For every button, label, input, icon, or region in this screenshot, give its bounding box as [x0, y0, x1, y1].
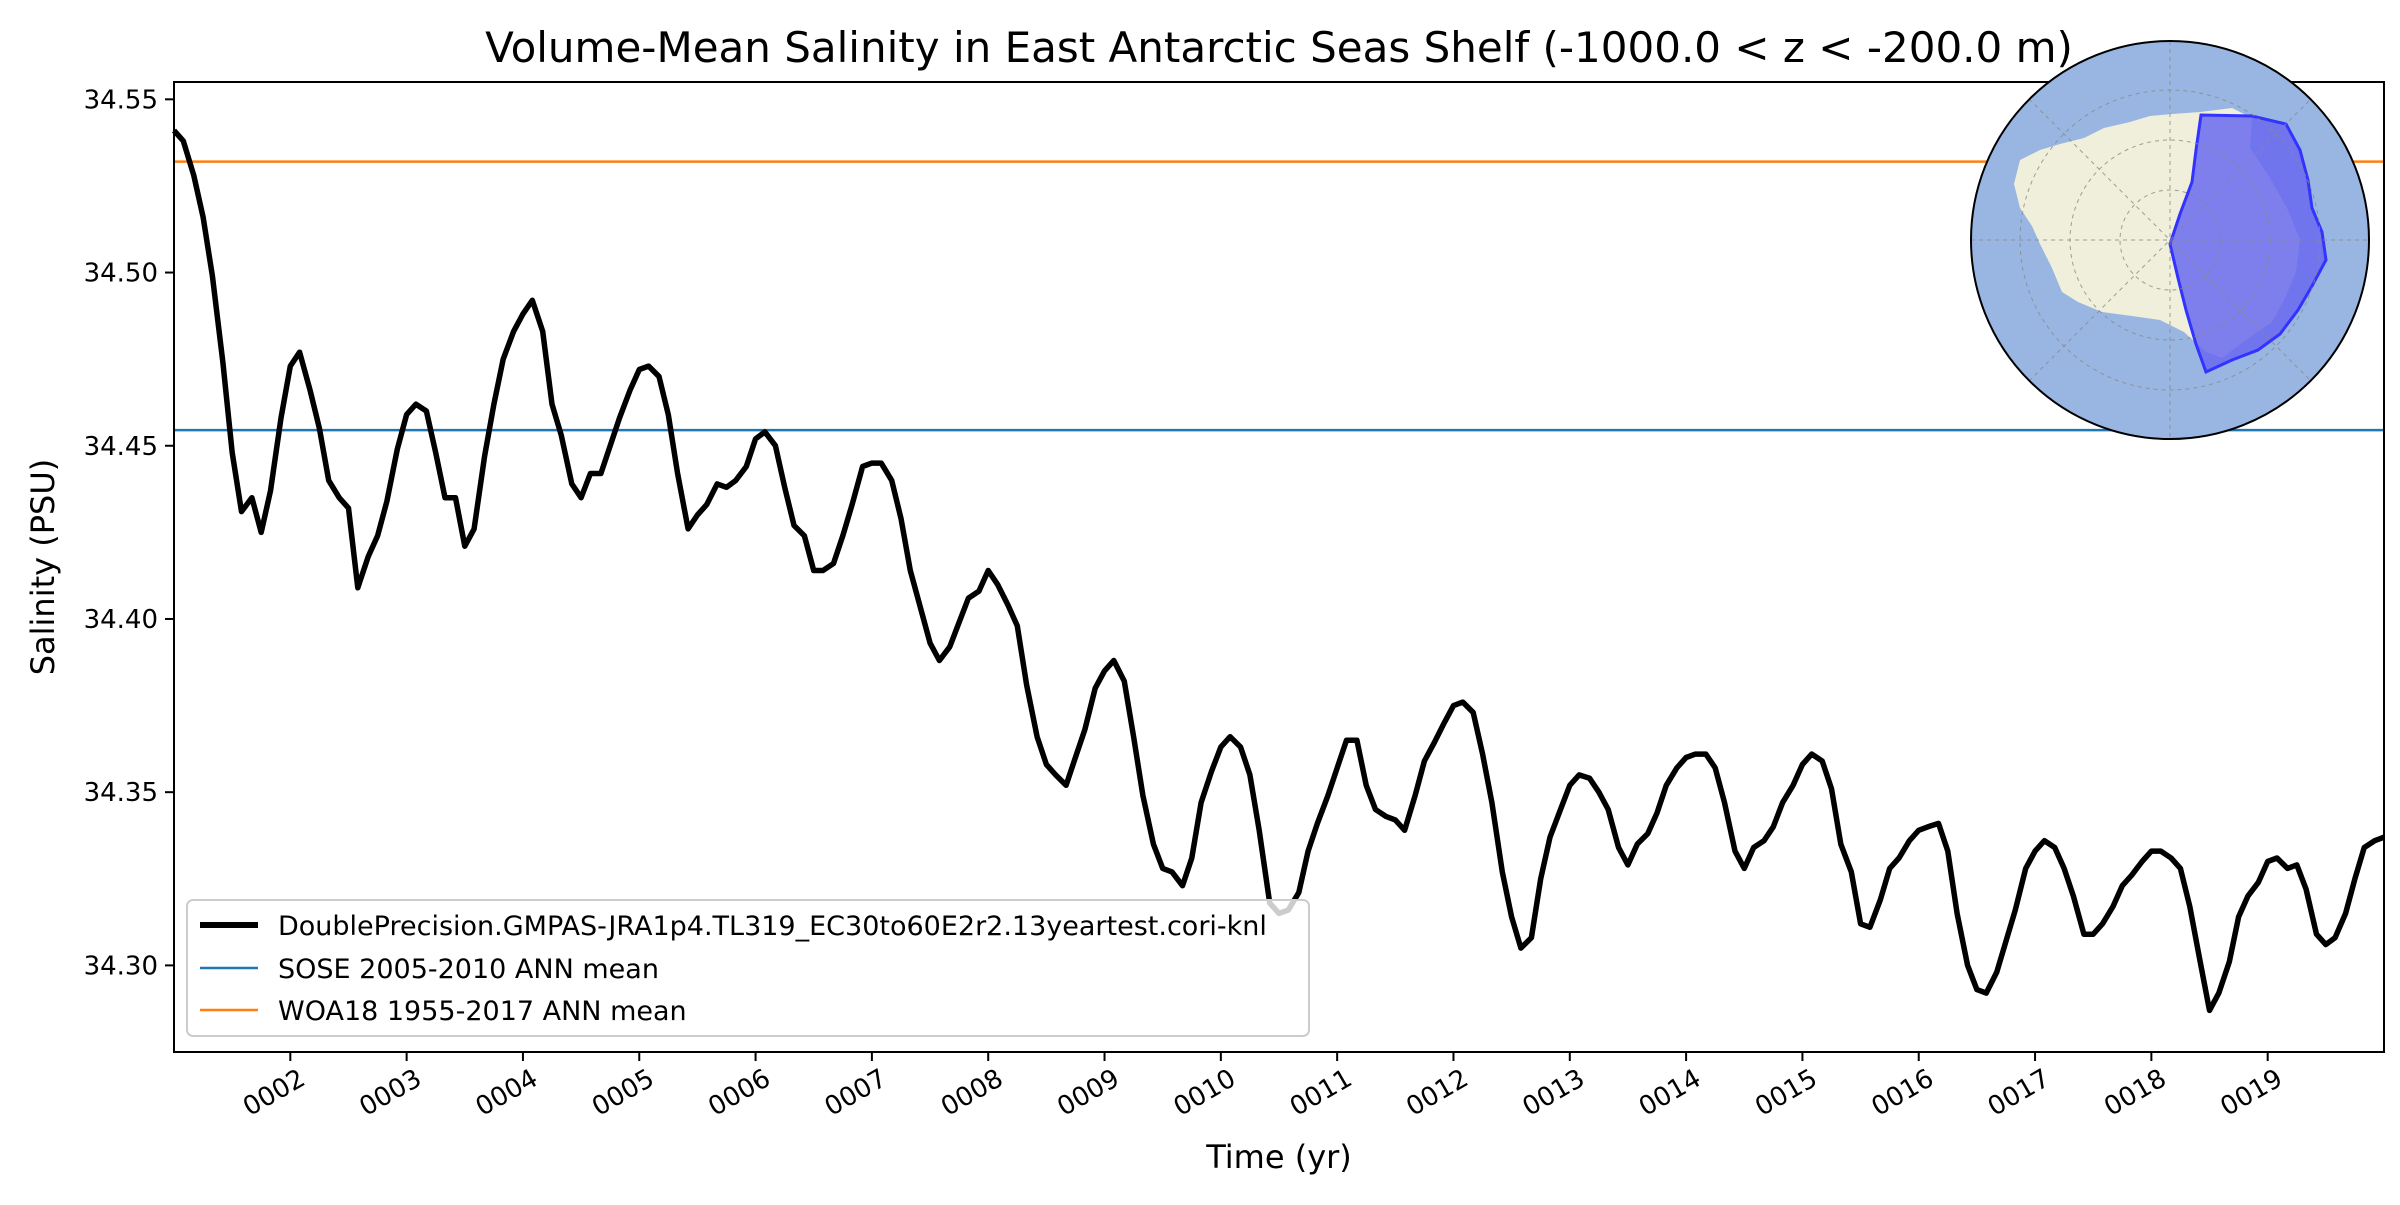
y-tick-label: 34.35 [84, 778, 158, 808]
y-axis-label: Salinity (PSU) [24, 459, 62, 676]
chart-title: Volume-Mean Salinity in East Antarctic S… [485, 23, 2073, 72]
x-axis-label: Time (yr) [1205, 1138, 1352, 1176]
y-tick-label: 34.30 [84, 951, 158, 981]
y-tick-label: 34.45 [84, 432, 158, 462]
legend: DoublePrecision.GMPAS-JRA1p4.TL319_EC30t… [186, 899, 1310, 1037]
y-tick-label: 34.50 [84, 259, 158, 289]
legend-label-sose: SOSE 2005-2010 ANN mean [278, 954, 659, 985]
map-border [1970, 40, 2370, 440]
plot-frame [173, 81, 2385, 1053]
east-antarctic-shelf-region [2168, 113, 2328, 375]
y-tick-label: 34.55 [84, 85, 158, 115]
y-tick-label: 34.40 [84, 605, 158, 635]
legend-label-model: DoublePrecision.GMPAS-JRA1p4.TL319_EC30t… [278, 911, 1267, 942]
legend-box [186, 899, 1310, 1037]
legend-label-woa18: WOA18 1955-2017 ANN mean [278, 996, 687, 1027]
south-polar-region-map [1970, 40, 2370, 440]
